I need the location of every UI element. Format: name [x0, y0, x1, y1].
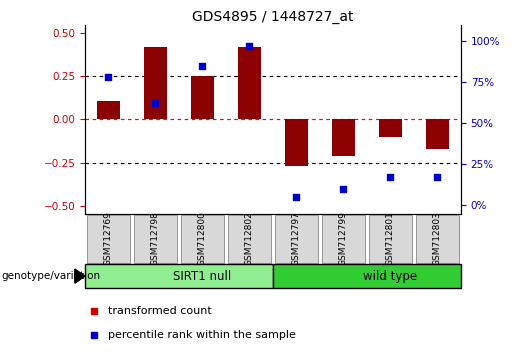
FancyBboxPatch shape: [85, 264, 273, 288]
Text: GSM712799: GSM712799: [339, 211, 348, 267]
FancyBboxPatch shape: [275, 215, 318, 263]
FancyBboxPatch shape: [273, 264, 461, 288]
Point: [245, 43, 253, 49]
FancyBboxPatch shape: [87, 215, 130, 263]
Bar: [285, 119, 308, 166]
Point: [386, 175, 394, 180]
Title: GDS4895 / 1448727_at: GDS4895 / 1448727_at: [192, 10, 354, 24]
Text: percentile rank within the sample: percentile rank within the sample: [108, 330, 296, 340]
Bar: [379, 119, 402, 137]
FancyBboxPatch shape: [416, 215, 459, 263]
Text: GSM712801: GSM712801: [386, 211, 395, 267]
Bar: [238, 47, 261, 119]
Text: GSM712800: GSM712800: [198, 211, 207, 267]
Text: GSM712802: GSM712802: [245, 212, 254, 266]
FancyBboxPatch shape: [369, 215, 412, 263]
FancyBboxPatch shape: [134, 215, 177, 263]
Point: [433, 175, 441, 180]
Point: [339, 186, 348, 192]
Point: [90, 332, 98, 338]
Text: GSM712797: GSM712797: [292, 211, 301, 267]
Point: [105, 74, 113, 80]
Point: [90, 308, 98, 314]
Text: transformed count: transformed count: [108, 306, 211, 316]
Text: genotype/variation: genotype/variation: [2, 271, 101, 281]
Bar: [97, 101, 120, 119]
Text: GSM712798: GSM712798: [151, 211, 160, 267]
Text: GSM712769: GSM712769: [104, 211, 113, 267]
Point: [198, 63, 207, 69]
FancyBboxPatch shape: [181, 215, 224, 263]
Polygon shape: [75, 269, 85, 283]
FancyBboxPatch shape: [228, 215, 271, 263]
Text: GSM712803: GSM712803: [433, 211, 442, 267]
Point: [293, 194, 301, 200]
Bar: [144, 47, 167, 119]
Bar: [191, 76, 214, 119]
FancyBboxPatch shape: [322, 215, 365, 263]
Bar: [332, 119, 355, 156]
Point: [151, 101, 160, 106]
Text: wild type: wild type: [364, 270, 418, 282]
Text: SIRT1 null: SIRT1 null: [174, 270, 232, 282]
Bar: [426, 119, 449, 149]
